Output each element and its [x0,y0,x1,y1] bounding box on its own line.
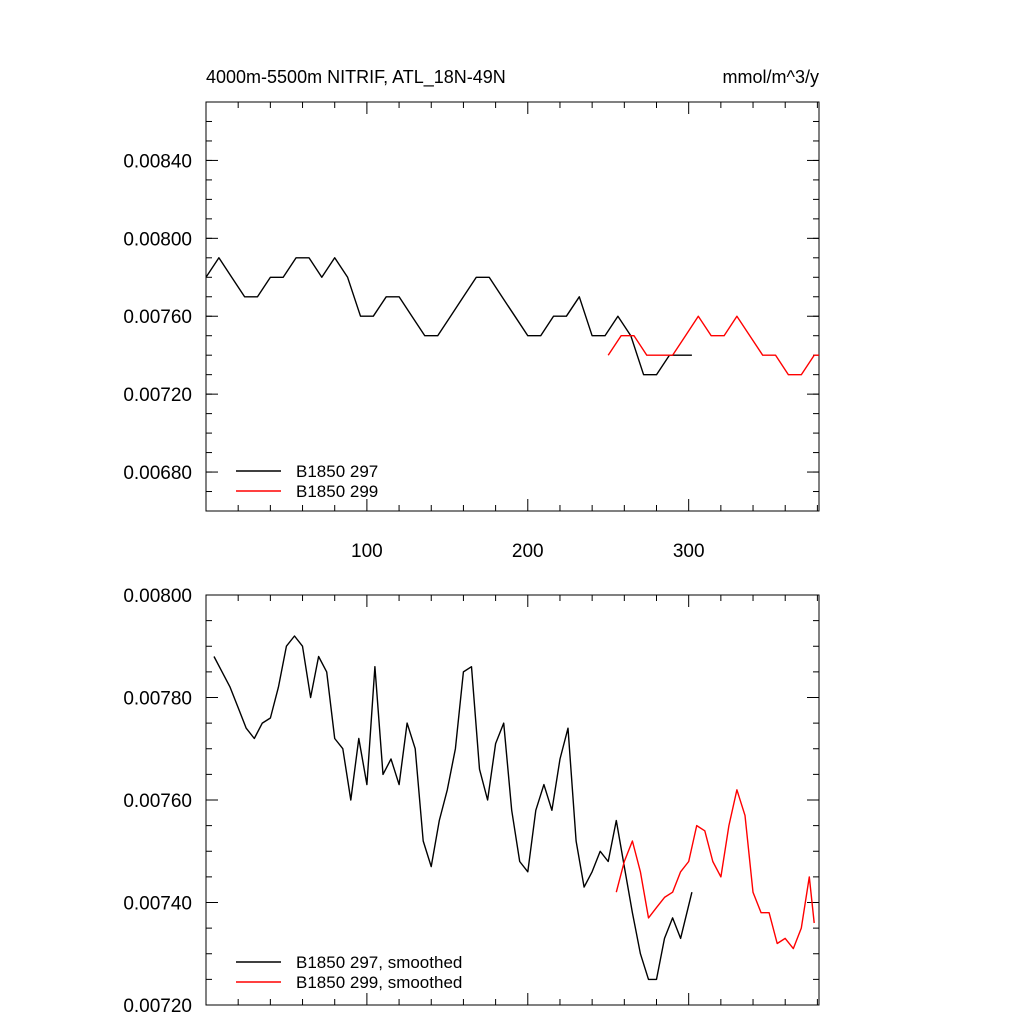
top-legend-label-297: B1850 297 [296,462,378,481]
bottom-series-line-1 [615,789,815,950]
bottom-legend-label-297: B1850 297, smoothed [296,953,462,972]
top-axis-ticks: 0.00680 0.00720 0.00760 0.00800 0.00840 100 20… [123,101,819,562]
top-x-tick-label: 300 [673,541,705,562]
bottom-series-line-0 [213,635,693,981]
top-x-tick-label: 100 [351,541,383,562]
bottom-y-tick-label: 0.00760 [123,791,192,812]
top-panel: 4000m-5500m NITRIF, ATL_18N-49N mmol/m^3… [123,67,820,562]
top-y-tick-label: 0.00840 [123,151,192,172]
bottom-axis-ticks: 0.00720 0.00740 0.00760 0.00780 0.00800 [123,586,819,1017]
bottom-plot-frame [205,594,820,1006]
top-chart-title: 4000m-5500m NITRIF, ATL_18N-49N [206,67,506,88]
top-series-group [205,257,819,376]
bottom-legend-label-299: B1850 299, smoothed [296,973,462,992]
top-series-line-0 [205,257,692,376]
bottom-y-tick-label: 0.00800 [123,586,192,607]
top-legend-label-299: B1850 299 [296,482,378,501]
bottom-y-tick-label: 0.00740 [123,894,192,915]
top-y-tick-label: 0.00720 [123,385,192,406]
bottom-panel: 0.00720 0.00740 0.00760 0.00780 0.00800 B185… [123,586,820,1017]
top-legend: B1850 297 B1850 299 [236,462,378,501]
top-series-line-1 [607,315,819,376]
bottom-y-tick-label: 0.00780 [123,689,192,710]
top-x-tick-label: 200 [512,541,544,562]
top-y-tick-label: 0.00800 [123,229,192,250]
top-plot-frame [205,101,820,512]
top-y-tick-label: 0.00680 [123,463,192,484]
bottom-y-tick-label: 0.00720 [123,996,192,1017]
bottom-series-group [213,635,815,981]
bottom-legend: B1850 297, smoothed B1850 299, smoothed [236,953,462,992]
top-y-tick-label: 0.00760 [123,307,192,328]
top-chart-units: mmol/m^3/y [723,67,819,87]
